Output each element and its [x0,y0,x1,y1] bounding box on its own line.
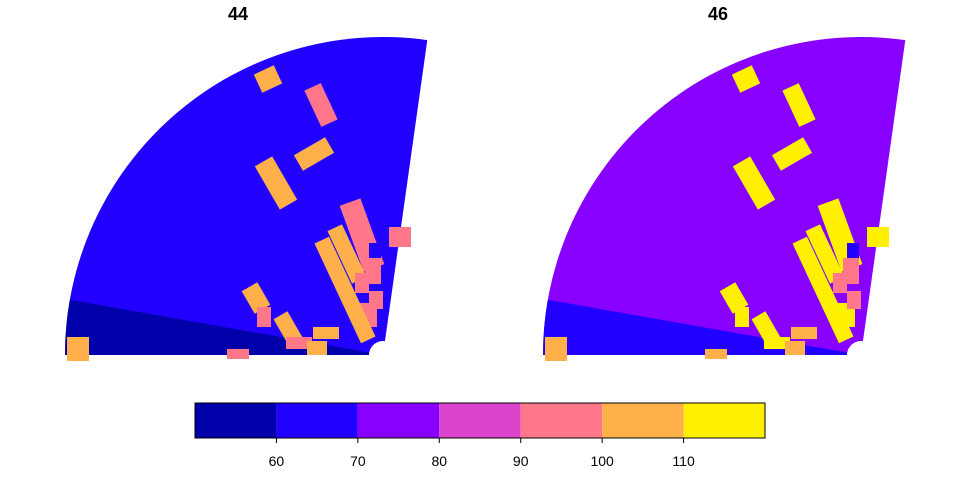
heatmap-cell [771,137,813,171]
colorbar-swatch [439,403,521,438]
colorbar-frame [194,402,766,439]
heatmap-cell [241,282,271,314]
colorbar-tick-label: 90 [513,453,529,469]
heatmap-cell [847,291,861,309]
heatmap-cell [389,227,411,247]
panel-44: 44 [64,4,428,369]
heatmap-cell [545,337,567,361]
heatmap-cell [731,65,761,93]
heatmap-cell [293,137,335,171]
panel-title: 44 [228,4,248,24]
heatmap-cell [792,236,854,344]
colorbar-swatch [195,403,277,438]
panel-46: 46 [542,4,906,369]
colorbar-swatch [520,403,603,438]
heatmap-cell [847,243,859,259]
heatmap-cell [307,341,327,355]
heatmap-cell [313,327,339,339]
heatmap-cell [867,227,889,247]
heatmap-cell [764,337,790,349]
heatmap-cell [253,65,283,93]
center-hole [847,341,875,369]
colorbar-tick-label: 60 [269,453,285,469]
center-hole [369,341,397,369]
heatmap-cell [785,341,805,355]
heatmap-cell [732,156,776,210]
heatmap-cell [791,327,817,339]
heatmap-cell [355,273,369,293]
heatmap-cell [833,273,847,293]
heatmap-cell [257,307,271,327]
heatmap-cell [327,224,367,284]
heatmap-cell [719,282,749,314]
heatmap-cell [67,337,89,361]
heatmap-cell [782,83,816,127]
panel-title: 46 [708,4,728,24]
heatmap-cell [254,156,298,210]
heatmap-cell [735,307,749,327]
heatmap-cell [304,83,338,127]
colorbar-swatch [683,403,765,438]
colorbar-tick-label: 110 [672,453,695,469]
heatmap-cell [314,236,376,344]
heatmap-cell [286,337,312,349]
heatmap-cell [227,349,249,359]
colorbar-tick-label: 80 [431,453,447,469]
colorbar-swatch [276,403,358,438]
heatmap-cell [805,224,845,284]
heatmap-cell [369,243,381,259]
colorbar: 60 70 80 90 100 110 [194,402,766,469]
colorbar-tick-label: 100 [590,453,614,469]
colorbar-swatch [357,403,440,438]
heatmap-cell [705,349,727,359]
colorbar-tick-label: 70 [350,453,366,469]
heatmap-cell [369,291,383,309]
colorbar-swatch [602,403,684,438]
